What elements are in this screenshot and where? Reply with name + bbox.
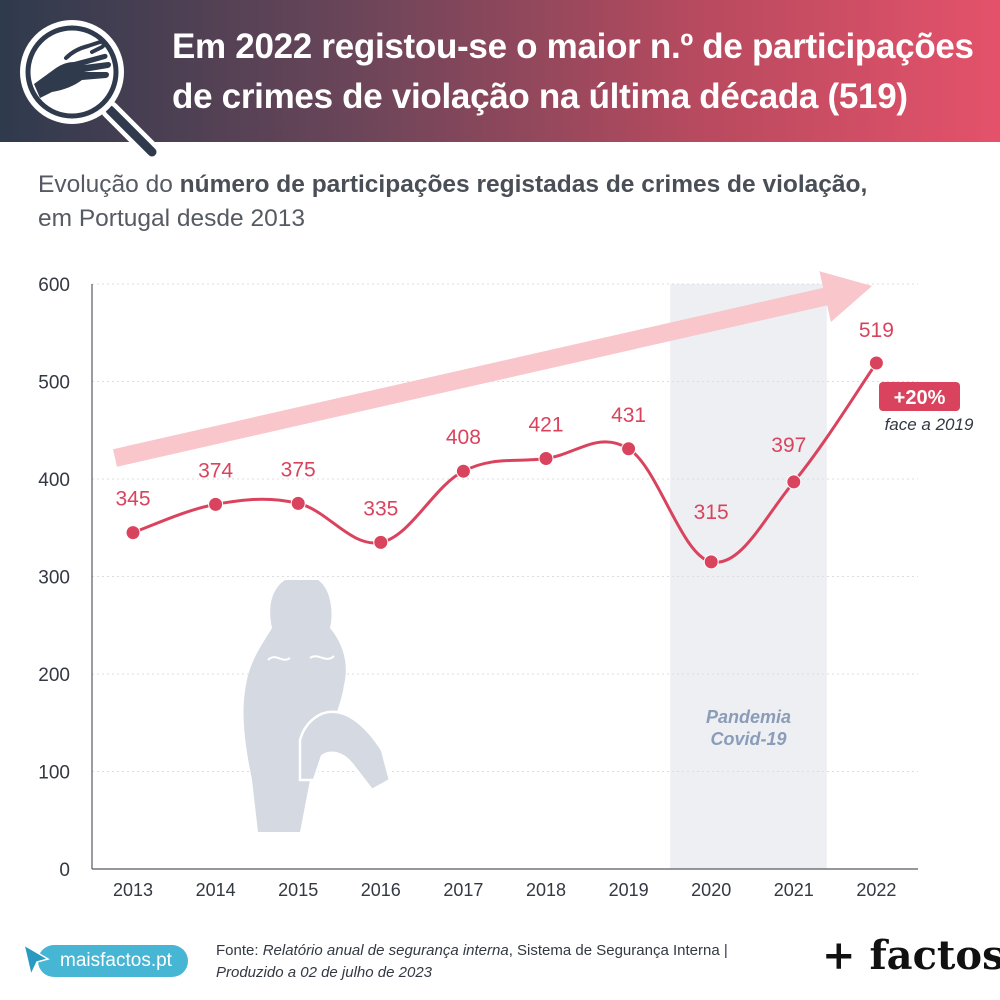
x-tick-label: 2022 xyxy=(856,880,896,900)
data-point xyxy=(290,495,306,511)
y-tick-label: 500 xyxy=(38,373,70,394)
series-line xyxy=(132,362,878,564)
data-label: 421 xyxy=(528,414,563,437)
x-tick-label: 2021 xyxy=(774,880,814,900)
produced-date: Produzido a 02 de julho de 2023 xyxy=(216,964,433,981)
growth-note: face a 2019 xyxy=(885,415,974,434)
y-tick-label: 600 xyxy=(38,275,70,296)
data-point xyxy=(125,525,141,541)
y-tick-label: 0 xyxy=(59,860,70,881)
page-title: Em 2022 registou-se o maior n.º de parti… xyxy=(172,27,974,116)
data-label: 431 xyxy=(611,404,646,427)
chart-subtitle: Evolução do número de participações regi… xyxy=(38,168,978,236)
y-tick-label: 100 xyxy=(38,763,70,784)
data-point xyxy=(208,496,224,512)
data-label: 397 xyxy=(771,434,806,457)
data-point xyxy=(455,463,471,479)
data-point xyxy=(868,355,884,371)
x-tick-label: 2020 xyxy=(691,880,731,900)
site-badge-label[interactable]: maisfactos.pt xyxy=(38,945,188,977)
subtitle-bold: número de participações registadas de cr… xyxy=(179,171,868,198)
brand-logo: + factos xyxy=(822,932,1000,979)
trend-arrow xyxy=(113,271,873,467)
pandemic-label-line1: Pandemia xyxy=(706,707,791,727)
x-tick-label: 2016 xyxy=(361,880,401,900)
x-tick-label: 2013 xyxy=(113,880,153,900)
x-tick-label: 2018 xyxy=(526,880,566,900)
pandemic-label-line2: Covid-19 xyxy=(710,729,786,749)
data-point xyxy=(621,441,637,457)
magnifier-hand-icon xyxy=(20,20,161,161)
data-label: 375 xyxy=(281,458,316,481)
x-tick-label: 2014 xyxy=(196,880,236,900)
growth-badge xyxy=(879,382,960,411)
data-label: 335 xyxy=(363,497,398,520)
data-point xyxy=(786,474,802,490)
source-org: , Sistema de Segurança Interna | xyxy=(508,942,728,959)
subtitle-suffix: em Portugal desde 2013 xyxy=(38,205,305,232)
header-banner: Em 2022 registou-se o maior n.º de parti… xyxy=(0,0,1000,161)
chart-area: 0 100 200 300 400 500 600 Pandemia Covid-19 345 20… xyxy=(0,260,1000,920)
subtitle-prefix: Evolução do xyxy=(38,171,180,198)
data-point xyxy=(703,554,719,570)
source-title: Relatório anual de segurança interna xyxy=(262,942,509,959)
data-point xyxy=(538,451,554,467)
data-label: 345 xyxy=(115,488,150,511)
source-note: Fonte: Relatório anual de segurança inte… xyxy=(216,940,796,984)
y-tick-label: 300 xyxy=(38,568,70,589)
x-tick-label: 2019 xyxy=(609,880,649,900)
x-tick-label: 2017 xyxy=(443,880,483,900)
x-tick-label: 2015 xyxy=(278,880,318,900)
data-label: 315 xyxy=(694,501,729,524)
data-label: 519 xyxy=(859,319,894,342)
data-label: 374 xyxy=(198,459,233,482)
data-label: 408 xyxy=(446,426,481,449)
growth-badge-label: +20% xyxy=(894,387,946,409)
site-badge[interactable]: maisfactos.pt xyxy=(20,943,192,979)
y-tick-label: 200 xyxy=(38,665,70,686)
y-tick-label: 400 xyxy=(38,470,70,491)
source-label: Fonte: xyxy=(216,942,263,959)
data-point xyxy=(373,534,389,550)
cursor-icon xyxy=(22,943,50,978)
woman-silhouette-illustration xyxy=(243,580,392,832)
